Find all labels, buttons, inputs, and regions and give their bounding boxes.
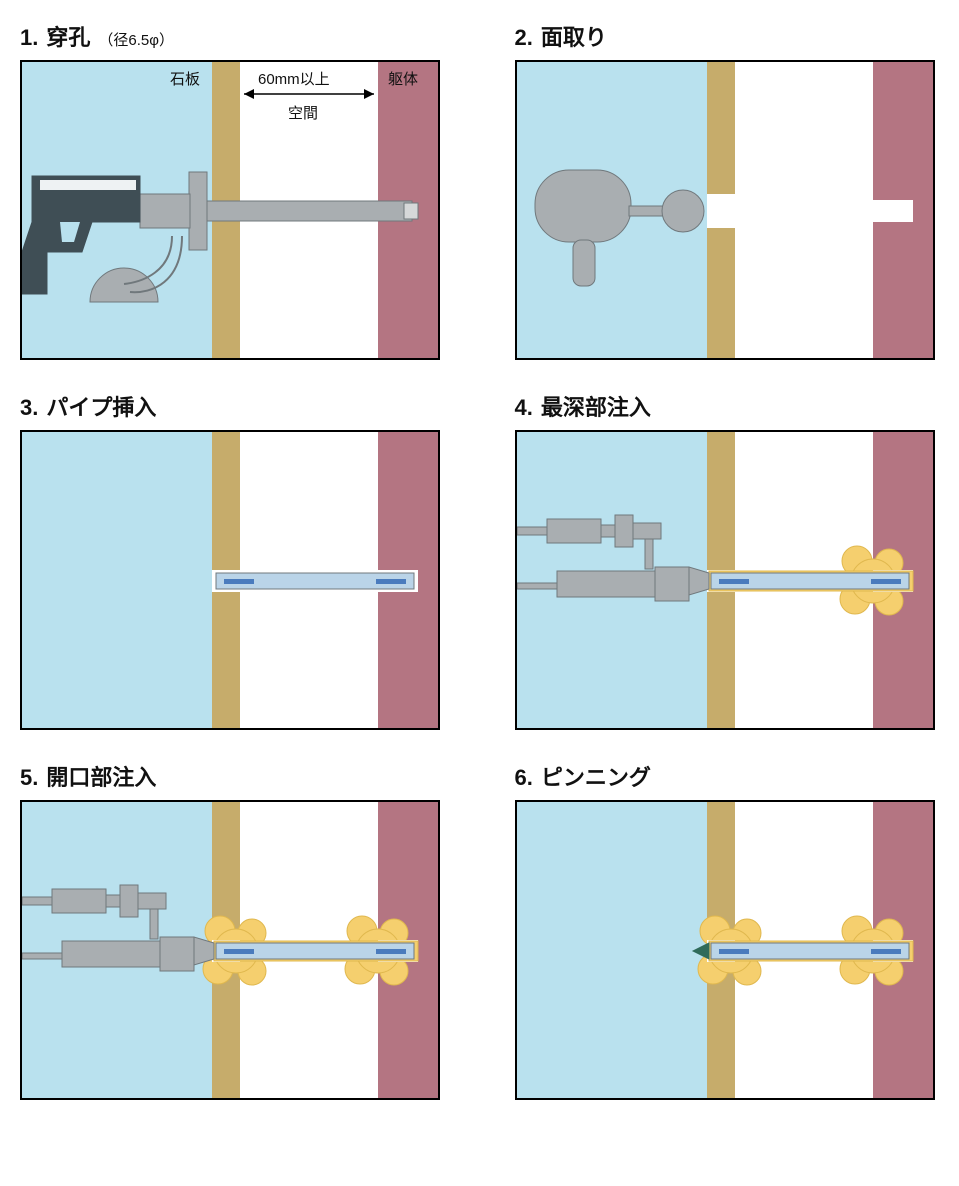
step-title: 穿孔 bbox=[46, 20, 90, 52]
step-number: 3. bbox=[20, 395, 38, 421]
step-4: 4. 最深部注入 bbox=[515, 390, 940, 730]
diagram-panel bbox=[515, 60, 935, 360]
step-number: 1. bbox=[20, 25, 38, 51]
step-number: 4. bbox=[515, 395, 533, 421]
pipe-illustration bbox=[517, 802, 933, 1098]
step-title: パイプ挿入 bbox=[46, 390, 156, 422]
step-title: 面取り bbox=[541, 20, 607, 52]
step-6: 6. ピンニング bbox=[515, 760, 940, 1100]
chamfer-tool-illustration bbox=[517, 62, 933, 358]
step-2: 2. 面取り bbox=[515, 20, 940, 360]
step-3: 3. パイプ挿入 bbox=[20, 390, 445, 730]
pipe-illustration bbox=[517, 432, 933, 728]
step-number: 5. bbox=[20, 765, 38, 791]
diagram-panel bbox=[20, 800, 440, 1100]
diagram-panel bbox=[515, 800, 935, 1100]
pipe-illustration bbox=[22, 802, 438, 1098]
step-title: 開口部注入 bbox=[46, 760, 156, 792]
step-subtitle: （径6.5φ） bbox=[98, 29, 174, 50]
diagram-panel: 石板60mm以上空間躯体 bbox=[20, 60, 440, 360]
pipe-illustration bbox=[22, 432, 438, 728]
step-number: 6. bbox=[515, 765, 533, 791]
drill-illustration bbox=[22, 62, 438, 358]
step-title: ピンニング bbox=[541, 760, 651, 792]
step-number: 2. bbox=[515, 25, 533, 51]
step-1: 1. 穿孔 （径6.5φ） 石板60mm以上空間躯体 bbox=[20, 20, 445, 360]
diagram-panel bbox=[515, 430, 935, 730]
step-title: 最深部注入 bbox=[541, 390, 651, 422]
step-5: 5. 開口部注入 bbox=[20, 760, 445, 1100]
diagram-panel bbox=[20, 430, 440, 730]
